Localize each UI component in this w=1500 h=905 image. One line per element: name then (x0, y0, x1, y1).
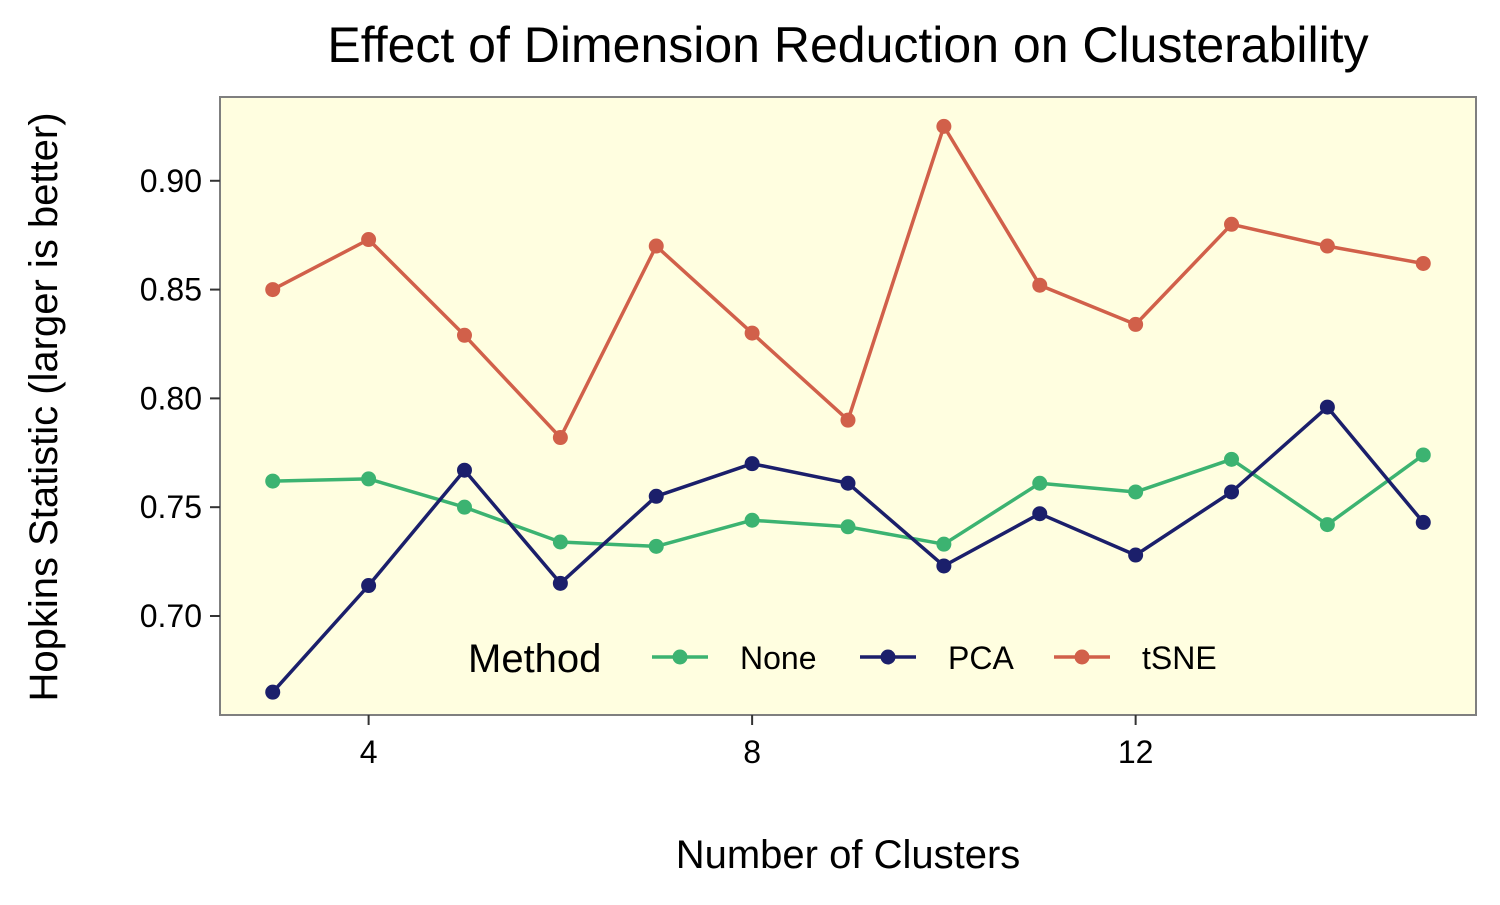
data-point-none (1319, 517, 1335, 533)
legend-label-pca: PCA (948, 640, 1014, 676)
data-point-pca (265, 684, 281, 700)
data-point-tsne (1319, 238, 1335, 254)
series-pca (265, 399, 1431, 700)
data-point-pca (648, 488, 664, 504)
y-tick-label: 0.90 (140, 163, 202, 199)
y-tick-label: 0.75 (140, 489, 202, 525)
data-point-tsne (265, 282, 281, 298)
plot-panel (219, 96, 1477, 716)
data-point-none (552, 534, 568, 550)
legend-label-tsne: tSNE (1142, 640, 1217, 676)
data-point-none (1224, 451, 1240, 467)
x-axis: 4 8 12 (360, 715, 1154, 770)
data-point-none (456, 499, 472, 515)
legend-marker-pca (880, 649, 896, 665)
data-point-none (1032, 475, 1048, 491)
data-point-none (1128, 484, 1144, 500)
data-point-none (936, 536, 952, 552)
data-point-tsne (552, 430, 568, 446)
series-layer (265, 118, 1431, 700)
x-tick-label: 12 (1118, 734, 1154, 770)
data-point-none (840, 519, 856, 535)
legend-marker-none (672, 649, 688, 665)
data-point-pca (361, 578, 377, 594)
y-tick-label: 0.85 (140, 272, 202, 308)
data-point-none (648, 538, 664, 554)
y-tick-label: 0.80 (140, 380, 202, 416)
legend-label-none: None (740, 640, 817, 676)
data-point-tsne (1032, 277, 1048, 293)
series-none (265, 447, 1431, 554)
data-point-none (361, 471, 377, 487)
data-point-tsne (744, 325, 760, 341)
data-point-pca (1224, 484, 1240, 500)
data-point-tsne (361, 232, 377, 248)
data-point-pca (840, 475, 856, 491)
data-point-pca (1128, 547, 1144, 563)
legend-marker-tsne (1074, 649, 1090, 665)
data-point-none (265, 473, 281, 489)
data-point-none (744, 512, 760, 528)
y-axis-label: Hopkins Statistic (larger is better) (22, 112, 66, 701)
x-axis-label: Number of Clusters (676, 833, 1021, 877)
legend-title: Method (468, 637, 601, 681)
data-point-pca (552, 575, 568, 591)
data-point-tsne (1224, 216, 1240, 232)
data-point-pca (1032, 506, 1048, 522)
data-point-tsne (840, 412, 856, 428)
data-point-tsne (648, 238, 664, 254)
data-point-pca (744, 456, 760, 472)
data-point-pca (1415, 514, 1431, 530)
data-point-tsne (1415, 255, 1431, 271)
y-tick-label: 0.70 (140, 598, 202, 634)
legend-item-none: None (652, 640, 817, 676)
legend-item-pca: PCA (860, 640, 1014, 676)
data-point-pca (936, 558, 952, 574)
legend-item-tsne: tSNE (1054, 640, 1217, 676)
chart-title: Effect of Dimension Reduction on Cluster… (327, 17, 1368, 73)
data-point-tsne (936, 118, 952, 134)
series-tsne (265, 118, 1431, 446)
data-point-pca (456, 462, 472, 478)
data-point-pca (1319, 399, 1335, 415)
data-point-tsne (456, 327, 472, 343)
y-axis: 0.70 0.75 0.80 0.85 0.90 (140, 163, 220, 634)
x-tick-label: 8 (743, 734, 761, 770)
data-point-tsne (1128, 316, 1144, 332)
legend: Method None PCA tSNE (468, 637, 1217, 681)
x-tick-label: 4 (360, 734, 378, 770)
data-point-none (1415, 447, 1431, 463)
